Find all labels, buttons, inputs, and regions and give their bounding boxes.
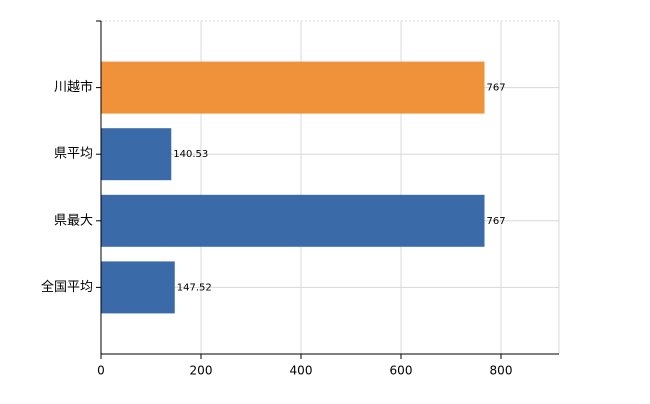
value-label: 767 <box>487 216 506 227</box>
value-label: 147.52 <box>177 282 212 293</box>
bar <box>101 128 172 181</box>
y-tick-label: 県最大 <box>54 213 93 228</box>
y-tick-label: 全国平均 <box>41 279 93 295</box>
x-tick-label: 0 <box>97 364 105 378</box>
x-tick-label: 400 <box>290 364 313 378</box>
bar <box>101 194 485 247</box>
x-tick-label: 600 <box>390 364 413 378</box>
bar <box>101 261 175 314</box>
x-tick-label: 800 <box>490 364 513 378</box>
y-tick-label: 川越市 <box>54 79 93 95</box>
value-label: 767 <box>487 83 506 94</box>
bar <box>101 61 485 114</box>
value-label: 140.53 <box>173 149 208 160</box>
x-tick-label: 200 <box>190 364 213 378</box>
y-tick-label: 県平均 <box>54 147 93 162</box>
